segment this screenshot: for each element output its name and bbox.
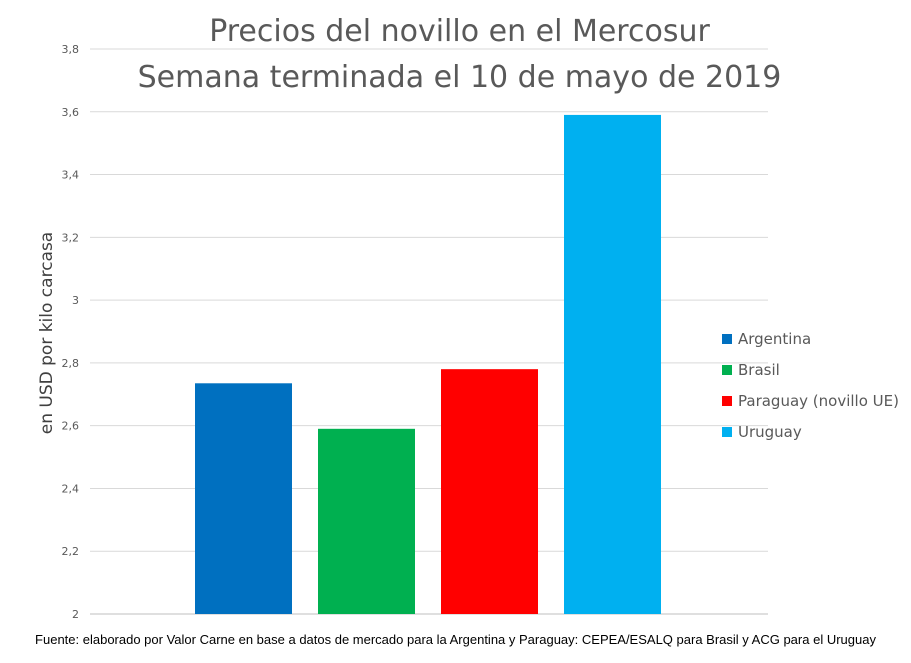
y-tick-label: 2,6 bbox=[62, 420, 80, 433]
legend-item-argentina: Argentina bbox=[722, 323, 899, 354]
chart-title-line-1: Precios del novillo en el Mercosur bbox=[209, 14, 710, 49]
y-tick-label: 3,6 bbox=[62, 106, 80, 119]
chart-title-line-2: Semana terminada el 10 de mayo de 2019 bbox=[137, 60, 782, 95]
source-footnote: Fuente: elaborado por Valor Carne en bas… bbox=[35, 632, 876, 647]
y-tick-label: 3 bbox=[72, 294, 79, 307]
legend-label-brasil: Brasil bbox=[738, 360, 780, 379]
y-tick-label: 2,4 bbox=[62, 482, 80, 495]
y-tick-label: 2,2 bbox=[62, 545, 80, 558]
legend-swatch-argentina bbox=[722, 333, 732, 344]
legend-swatch-uruguay bbox=[722, 426, 732, 437]
legend-swatch-brasil bbox=[722, 364, 732, 375]
gridlines bbox=[90, 48, 768, 615]
y-tick-label: 3,2 bbox=[62, 231, 80, 244]
y-tick-label: 3,4 bbox=[62, 169, 80, 182]
legend-label-argentina: Argentina bbox=[738, 329, 812, 348]
bar-argentina bbox=[195, 383, 292, 614]
bars bbox=[195, 114, 661, 615]
y-tick-label: 3,8 bbox=[62, 43, 80, 56]
y-tick-label: 2,8 bbox=[62, 357, 80, 370]
legend-label-paraguay: Paraguay (novillo UE) bbox=[738, 391, 899, 410]
legend-item-brasil: Brasil bbox=[722, 354, 899, 385]
y-axis-ticks: 2 2,2 2,4 2,6 2,8 3 3,2 3,4 3,6 3,8 bbox=[62, 43, 80, 621]
bar-paraguay bbox=[441, 369, 538, 614]
legend-item-uruguay: Uruguay bbox=[722, 416, 899, 447]
legend-label-uruguay: Uruguay bbox=[738, 422, 802, 441]
legend-swatch-paraguay bbox=[722, 395, 732, 406]
legend: Argentina Brasil Paraguay (novillo UE) U… bbox=[722, 323, 899, 447]
y-axis-label: en USD por kilo carcasa bbox=[37, 231, 57, 435]
bar-uruguay bbox=[564, 114, 661, 615]
bar-brasil bbox=[318, 428, 415, 614]
legend-item-paraguay: Paraguay (novillo UE) bbox=[722, 385, 899, 416]
y-tick-label: 2 bbox=[72, 608, 79, 621]
